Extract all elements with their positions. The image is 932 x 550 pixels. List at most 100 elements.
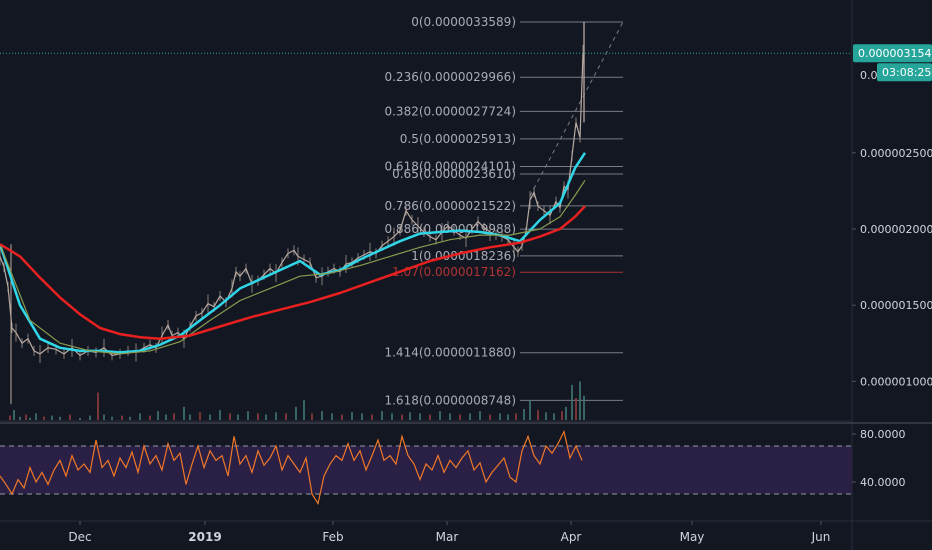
volume-bar	[9, 415, 11, 420]
volume-bar	[575, 398, 577, 420]
volume-bar	[295, 406, 297, 420]
volume-bar	[189, 414, 191, 420]
volume-bar	[229, 413, 231, 420]
volume-bar	[43, 416, 45, 420]
volume-bar	[29, 417, 31, 420]
volume-bar	[139, 413, 141, 420]
volume-bar	[19, 416, 21, 420]
volume-bar	[285, 413, 287, 420]
volume-bar	[79, 417, 81, 420]
volume-bar	[219, 410, 221, 420]
time-tick-label: Mar	[436, 530, 459, 544]
volume-bar	[429, 414, 431, 420]
volume-bar	[111, 416, 113, 420]
volume-bar	[561, 411, 563, 420]
volume-bar	[579, 381, 581, 420]
volume-bar	[173, 413, 175, 420]
volume-bar	[341, 414, 343, 420]
volume-bar	[199, 412, 201, 420]
volume-bar	[257, 413, 259, 420]
volume-bar	[331, 413, 333, 420]
volume-bar	[89, 415, 91, 420]
rsi-tick-label: 80.0000	[860, 428, 906, 441]
volume-bar	[507, 414, 509, 420]
volume-bar	[565, 406, 567, 420]
volume-bar	[183, 406, 185, 420]
fib-label: 0.65(0.0000023610)	[392, 167, 516, 181]
volume-bar	[419, 413, 421, 420]
rsi-tick-label: 40.0000	[860, 476, 906, 489]
countdown-label: 03:08:25	[882, 66, 931, 79]
volume-bar	[265, 414, 267, 420]
price-series	[0, 22, 587, 405]
fib-label: 0.786(0.0000021522)	[384, 199, 516, 213]
volume-bar	[469, 413, 471, 420]
volume-bar	[449, 413, 451, 420]
rsi-line	[0, 429, 583, 506]
volume-bar	[515, 413, 517, 420]
volume-bar	[35, 413, 37, 420]
volume-bar	[371, 414, 373, 420]
volume-bar	[391, 413, 393, 420]
fib-label: 0.236(0.0000029966)	[384, 70, 516, 84]
rsi-band	[0, 446, 852, 494]
current-price-badge	[853, 44, 932, 63]
volume-bar	[479, 411, 481, 420]
volume-bar	[311, 413, 313, 420]
volume-bar	[103, 414, 105, 420]
volume-bars	[0, 381, 852, 422]
time-tick-label: Dec	[68, 530, 91, 544]
time-tick-label: Feb	[322, 530, 343, 544]
volume-bar	[275, 412, 277, 420]
volume-bar	[529, 400, 531, 420]
fib-label: 0(0.0000033589)	[411, 15, 516, 29]
time-tick-label: Apr	[561, 530, 582, 544]
volume-bar	[121, 415, 123, 420]
volume-bar	[209, 414, 211, 420]
volume-bar	[51, 415, 53, 420]
fib-trend-line	[529, 21, 624, 197]
volume-bar	[97, 392, 99, 420]
time-axis: Dec 2019 Feb Mar Apr May Jun	[0, 520, 932, 544]
fib-label: 1.07(0.0000017162)	[392, 265, 516, 279]
volume-bar	[361, 413, 363, 420]
volume-bar	[247, 411, 249, 420]
volume-bar	[321, 411, 323, 420]
volume-bar	[439, 411, 441, 420]
volume-bar	[537, 410, 539, 420]
volume-bar	[459, 414, 461, 420]
fib-label: 0.618(0.0000024101)	[384, 160, 516, 174]
volume-bar	[59, 416, 61, 420]
volume-bar	[489, 414, 491, 420]
countdown-badge	[877, 63, 932, 82]
volume-bar	[553, 413, 555, 420]
current-price-label: 0.0000031540	[858, 47, 932, 60]
volume-bar	[499, 413, 501, 420]
volume-bar	[571, 384, 573, 420]
fib-label: 0.382(0.0000027724)	[384, 104, 516, 118]
fib-label: 0.5(0.0000025913)	[400, 132, 516, 146]
volume-bar	[129, 416, 131, 420]
time-tick-label: May	[680, 530, 705, 544]
ma-mid-line	[0, 179, 586, 355]
time-tick-label: 2019	[188, 530, 221, 544]
volume-bar	[165, 414, 167, 420]
fib-label: 1.618(0.0000008748)	[384, 393, 516, 407]
volume-bar	[237, 414, 239, 420]
volume-bar	[583, 395, 585, 420]
fibonacci-levels: 0(0.0000033589) 0.236(0.0000029966) 0.382(…	[0, 15, 852, 407]
volume-bar	[69, 414, 71, 420]
volume-bar	[13, 410, 15, 420]
fib-label: 1.414(0.0000011880)	[384, 346, 516, 360]
volume-bar	[25, 414, 27, 420]
volume-bar	[545, 412, 547, 420]
volume-bar	[409, 412, 411, 420]
volume-bar	[381, 411, 383, 420]
volume-bar	[149, 415, 151, 420]
